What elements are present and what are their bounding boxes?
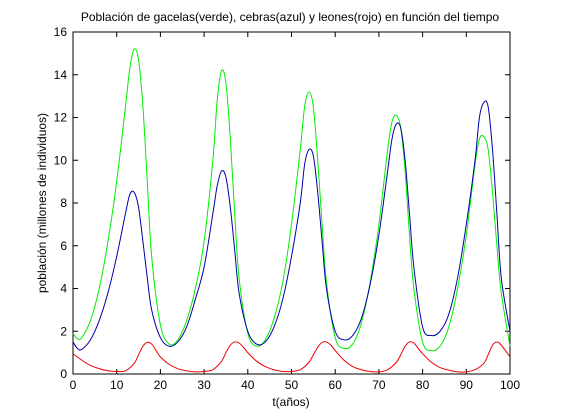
x-tick-label: 80 <box>416 378 430 392</box>
y-tick-label: 12 <box>54 111 68 125</box>
y-tick-label: 0 <box>60 367 67 381</box>
y-tick-label: 6 <box>60 239 67 253</box>
x-tick-label: 90 <box>460 378 474 392</box>
y-tick-label: 8 <box>60 196 67 210</box>
series-line-red <box>72 341 511 373</box>
y-tick-label: 10 <box>54 153 68 167</box>
y-tick-label: 16 <box>54 25 68 39</box>
plot-area <box>72 31 511 375</box>
x-tick-label: 70 <box>372 378 386 392</box>
series-line-blue <box>72 100 511 351</box>
y-tick-label: 2 <box>60 324 67 338</box>
x-axis-label: t(años) <box>272 395 309 409</box>
x-tick-label: 40 <box>241 378 255 392</box>
x-tick-label: 100 <box>500 378 520 392</box>
x-tick-label: 0 <box>70 378 77 392</box>
x-tick-label: 50 <box>285 378 299 392</box>
y-tick-label: 14 <box>54 68 68 82</box>
x-tick-label: 30 <box>197 378 211 392</box>
data-series <box>72 48 511 373</box>
x-tick-label: 10 <box>110 378 124 392</box>
chart-title: Población de gacelas(verde), cebras(azul… <box>81 10 500 24</box>
axis-ticks: 0 10 20 30 40 50 60 70 80 90 100 0 2 4 6 8 10 12 14 16 <box>54 25 521 392</box>
x-tick-label: 60 <box>329 378 343 392</box>
series-line-green <box>72 48 511 352</box>
y-tick-label: 4 <box>60 282 67 296</box>
y-axis-label: población (millones de individuos) <box>35 113 49 293</box>
x-tick-label: 20 <box>154 378 168 392</box>
